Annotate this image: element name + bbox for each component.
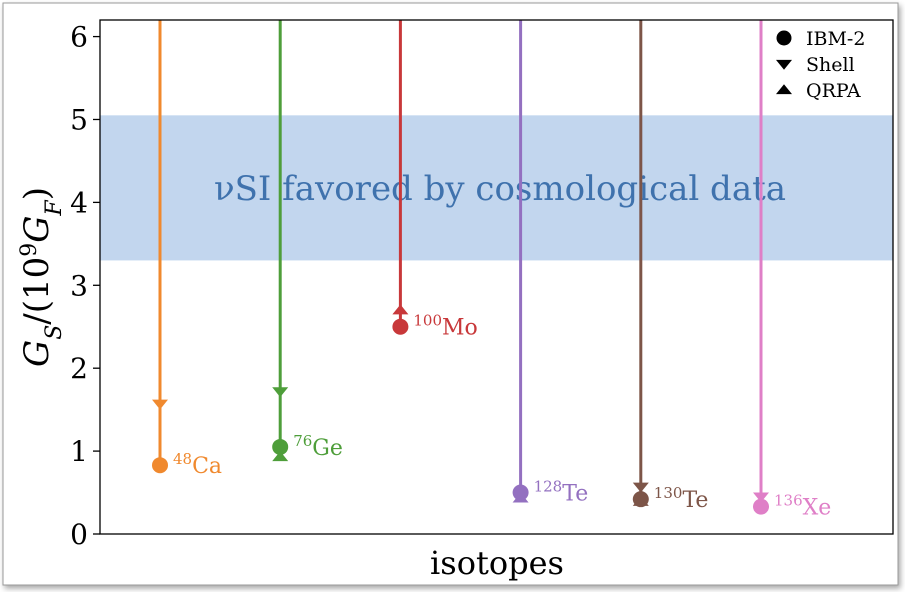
isotope-label: 48Ca bbox=[173, 450, 222, 479]
ibm2-marker bbox=[272, 438, 289, 455]
ibm2-marker bbox=[512, 484, 529, 501]
x-axis-label: isotopes bbox=[430, 544, 564, 582]
ibm2-marker bbox=[632, 491, 649, 508]
figure-card bbox=[2, 2, 899, 586]
legend-entry: IBM-2 bbox=[806, 28, 865, 50]
y-tick-label: 4 bbox=[70, 186, 88, 219]
shell-marker bbox=[632, 482, 649, 493]
isotope-label: 130Te bbox=[654, 484, 709, 513]
legend-entry: QRPA bbox=[806, 80, 861, 102]
legend: IBM-2 Shell QRPA bbox=[776, 28, 865, 102]
isotope-label: 76Ge bbox=[293, 432, 343, 461]
ibm2-marker bbox=[392, 318, 409, 335]
legend-triangle-down-icon bbox=[776, 59, 792, 70]
y-tick-label: 2 bbox=[70, 352, 88, 385]
isotope-label: 136Xe bbox=[774, 492, 831, 521]
shell-marker bbox=[152, 399, 168, 410]
y-tick-label: 5 bbox=[70, 103, 88, 136]
qrpa-marker bbox=[272, 451, 289, 462]
plot-area bbox=[99, 19, 894, 535]
qrpa-marker bbox=[392, 304, 409, 315]
y-tick-label: 6 bbox=[70, 21, 88, 54]
ibm2-marker bbox=[753, 498, 769, 515]
y-tick-label: 0 bbox=[70, 518, 88, 551]
y-tick-label: 3 bbox=[70, 269, 88, 302]
y-axis-label: GS/(109GF) bbox=[17, 187, 67, 367]
isotope-label: 100Mo bbox=[413, 312, 477, 341]
isotope-label: 128Te bbox=[534, 478, 589, 507]
band-label: νSI favored by cosmological data bbox=[214, 169, 786, 209]
shell-marker bbox=[272, 387, 289, 398]
legend-entry: Shell bbox=[806, 54, 855, 76]
ibm2-marker bbox=[152, 457, 168, 474]
legend-triangle-up-icon bbox=[776, 84, 792, 95]
y-tick-label: 1 bbox=[70, 435, 88, 468]
legend-circle-icon bbox=[776, 30, 792, 46]
